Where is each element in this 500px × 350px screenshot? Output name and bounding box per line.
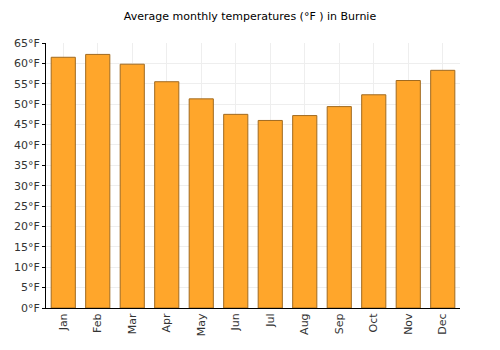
svg-text:55°F: 55°F bbox=[14, 78, 40, 91]
svg-text:35°F: 35°F bbox=[14, 159, 40, 172]
svg-text:60°F: 60°F bbox=[14, 57, 40, 70]
svg-text:20°F: 20°F bbox=[14, 220, 40, 233]
svg-text:Jul: Jul bbox=[264, 313, 277, 327]
svg-text:Jan: Jan bbox=[57, 313, 70, 331]
svg-text:Oct: Oct bbox=[367, 313, 380, 333]
svg-text:45°F: 45°F bbox=[14, 118, 40, 131]
svg-text:Mar: Mar bbox=[126, 313, 139, 334]
svg-text:40°F: 40°F bbox=[14, 139, 40, 152]
svg-text:10°F: 10°F bbox=[14, 261, 40, 274]
svg-text:15°F: 15°F bbox=[14, 241, 40, 254]
svg-text:30°F: 30°F bbox=[14, 180, 40, 193]
svg-text:May: May bbox=[195, 313, 208, 336]
svg-text:Sep: Sep bbox=[333, 313, 346, 334]
svg-text:Nov: Nov bbox=[402, 313, 415, 335]
svg-text:Apr: Apr bbox=[160, 313, 173, 333]
svg-text:0°F: 0°F bbox=[21, 302, 40, 315]
svg-text:65°F: 65°F bbox=[14, 37, 40, 50]
svg-text:25°F: 25°F bbox=[14, 200, 40, 213]
svg-text:50°F: 50°F bbox=[14, 98, 40, 111]
svg-text:Aug: Aug bbox=[298, 313, 311, 334]
svg-text:Dec: Dec bbox=[436, 313, 449, 334]
svg-text:5°F: 5°F bbox=[21, 281, 40, 294]
svg-text:Feb: Feb bbox=[91, 313, 104, 332]
svg-text:Jun: Jun bbox=[229, 313, 242, 331]
svg-text:Average monthly temperatures (: Average monthly temperatures (°F ) in Bu… bbox=[124, 10, 377, 23]
